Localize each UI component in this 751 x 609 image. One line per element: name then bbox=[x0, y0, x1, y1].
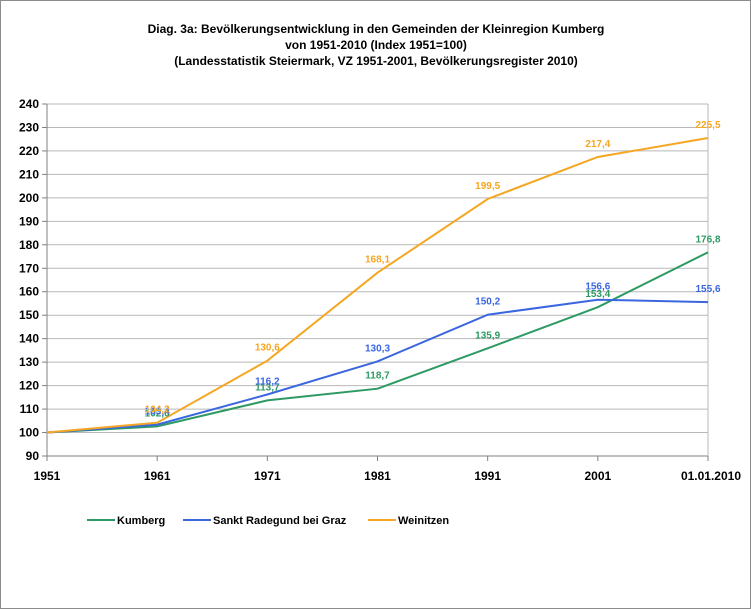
chart-title-line-3: (Landesstatistik Steiermark, VZ 1951-200… bbox=[174, 54, 578, 68]
x-tick-label-1: 1961 bbox=[144, 469, 171, 483]
data-label-kumberg-1: 102,6 bbox=[145, 408, 170, 419]
x-tick-label-6: 01.01.2010 bbox=[681, 469, 741, 483]
gridlines bbox=[47, 103, 708, 434]
y-tick-label-200: 200 bbox=[19, 191, 39, 205]
y-tick-label-230: 230 bbox=[19, 120, 39, 134]
x-tick-label-0: 1951 bbox=[34, 469, 61, 483]
data-label-kumberg-6: 176,8 bbox=[695, 234, 720, 245]
series-line-kumberg bbox=[46, 251, 709, 434]
chart-title-line-2: von 1951-2010 (Index 1951=100) bbox=[285, 38, 467, 52]
chart-title: Diag. 3a: Bevölkerungsentwicklung in den… bbox=[148, 22, 605, 68]
data-label-kumberg-4: 135,9 bbox=[475, 330, 500, 341]
y-tick-label-220: 220 bbox=[19, 144, 39, 158]
data-label-sankt-radegund-bei-graz-2: 116,2 bbox=[255, 377, 280, 388]
y-tick-label-180: 180 bbox=[19, 238, 39, 252]
series-line-sankt-radegund-bei-graz bbox=[46, 298, 709, 434]
data-label-weinitzen-1: 104,2 bbox=[145, 405, 170, 416]
data-label-sankt-radegund-bei-graz-1: 103,4 bbox=[145, 407, 170, 418]
y-tick-label-90: 90 bbox=[26, 449, 40, 463]
x-tick-label-3: 1981 bbox=[364, 469, 391, 483]
axes bbox=[42, 103, 709, 461]
data-label-kumberg-2: 113,7 bbox=[255, 382, 280, 393]
data-label-weinitzen-4: 199,5 bbox=[475, 181, 500, 192]
series-lines bbox=[46, 137, 709, 434]
y-tick-label-240: 240 bbox=[19, 97, 39, 111]
y-tick-label-160: 160 bbox=[19, 285, 39, 299]
y-tick-label-130: 130 bbox=[19, 355, 39, 369]
data-label-kumberg-3: 118,7 bbox=[365, 371, 390, 382]
y-tick-label-170: 170 bbox=[19, 261, 39, 275]
data-label-weinitzen-2: 130,6 bbox=[255, 343, 280, 354]
legend: Kumberg Sankt Radegund bei Graz Weinitzen bbox=[87, 515, 449, 527]
y-tick-label-140: 140 bbox=[19, 332, 39, 346]
legend-label-weinitzen: Weinitzen bbox=[398, 515, 449, 527]
data-label-sankt-radegund-bei-graz-5: 156,6 bbox=[585, 282, 610, 293]
x-tick-label-4: 1991 bbox=[474, 469, 501, 483]
data-label-sankt-radegund-bei-graz-6: 155,6 bbox=[695, 284, 720, 295]
x-tick-labels: 1951 1961 1971 1981 1991 2001 01.01.2010 bbox=[34, 469, 742, 483]
data-label-weinitzen-6: 225,5 bbox=[695, 120, 720, 131]
x-tick-label-2: 1971 bbox=[254, 469, 281, 483]
data-label-sankt-radegund-bei-graz-4: 150,2 bbox=[475, 297, 500, 308]
y-tick-label-100: 100 bbox=[19, 426, 39, 440]
y-tick-label-210: 210 bbox=[19, 167, 39, 181]
y-tick-label-110: 110 bbox=[20, 402, 40, 416]
legend-label-sankt-radegund-bei-graz: Sankt Radegund bei Graz bbox=[213, 515, 347, 527]
y-tick-label-120: 120 bbox=[19, 379, 39, 393]
chart-title-line-1: Diag. 3a: Bevölkerungsentwicklung in den… bbox=[148, 22, 605, 36]
series-line-weinitzen bbox=[46, 137, 709, 434]
x-tick-label-5: 2001 bbox=[584, 469, 611, 483]
y-tick-label-190: 190 bbox=[19, 214, 39, 228]
data-labels: 102,6 113,7 118,7 135,9 153,4 176,8 103,4 116,2… bbox=[145, 120, 721, 419]
data-label-weinitzen-3: 168,1 bbox=[365, 255, 390, 266]
data-label-sankt-radegund-bei-graz-3: 130,3 bbox=[365, 343, 390, 354]
legend-label-kumberg: Kumberg bbox=[117, 515, 165, 527]
y-tick-labels: 90 100 110 120 130 140 150 160 170 180 190 200 210 22… bbox=[19, 97, 39, 463]
y-tick-label-150: 150 bbox=[19, 308, 39, 322]
data-label-kumberg-5: 153,4 bbox=[585, 289, 610, 300]
data-label-weinitzen-5: 217,4 bbox=[585, 139, 610, 150]
